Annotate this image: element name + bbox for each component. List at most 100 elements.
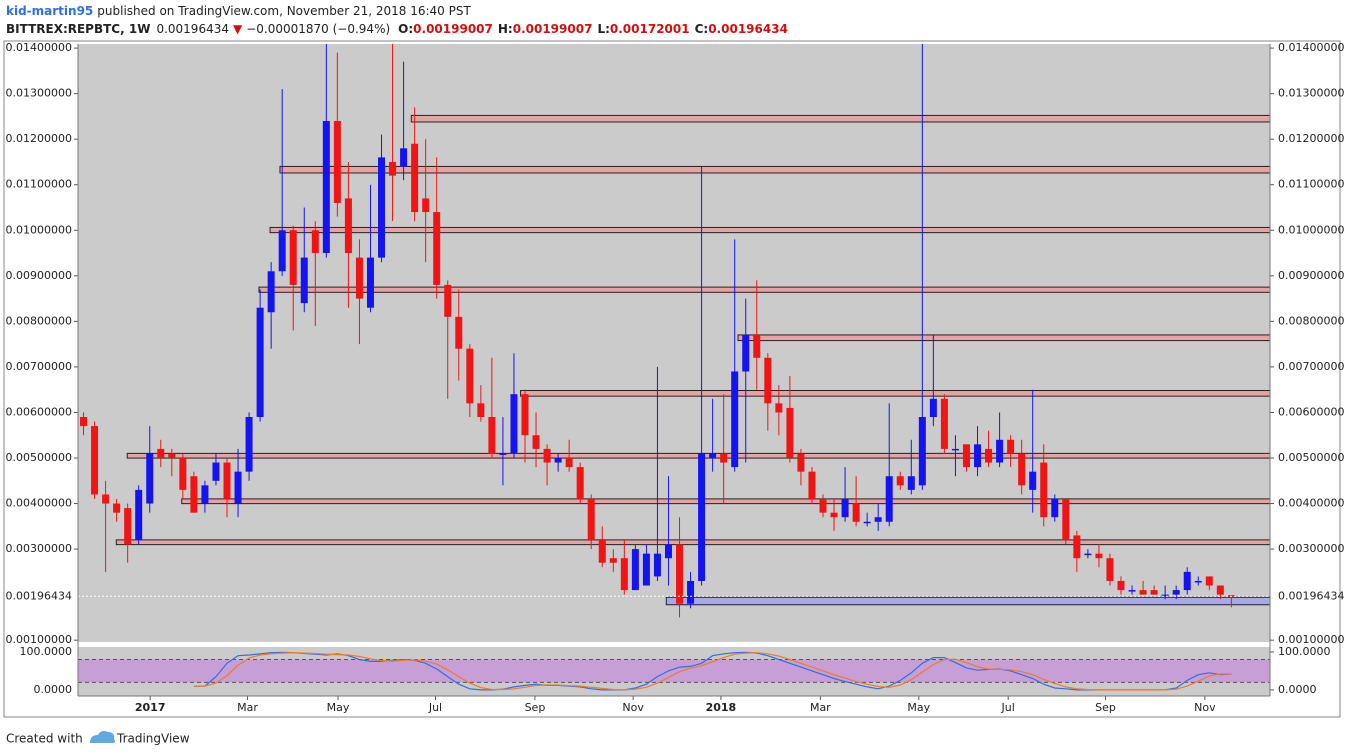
candle-body — [1172, 590, 1180, 595]
candle-body — [488, 417, 496, 454]
candle-body — [477, 403, 485, 418]
candle-body — [135, 489, 143, 540]
candle-body — [1194, 580, 1202, 583]
x-tick-label: Mar — [810, 701, 831, 714]
candle-body — [664, 544, 672, 559]
candle-body — [576, 467, 584, 499]
candle-body — [532, 435, 540, 449]
candle-body — [433, 212, 441, 285]
candle-body — [885, 476, 893, 522]
zone — [115, 539, 1270, 546]
author[interactable]: kid-martin95 — [6, 4, 93, 18]
y-tick-label: 0.00700000 — [1278, 360, 1344, 373]
candle-body — [422, 198, 430, 213]
candle-body — [1018, 453, 1026, 486]
x-tick-label: 2018 — [706, 701, 737, 714]
candle-body — [179, 458, 187, 490]
candle-body — [1095, 553, 1103, 559]
x-tick-label: 2017 — [135, 701, 166, 714]
x-tick-label: Jul — [428, 701, 442, 714]
zone — [279, 165, 1270, 174]
y-tick-label: 0.00100000 — [6, 633, 72, 646]
candle-body — [300, 257, 308, 304]
candle-body — [1216, 585, 1224, 595]
candle-body — [1139, 590, 1147, 595]
x-tick-label: Sep — [525, 701, 546, 714]
candle-body — [256, 307, 264, 418]
zone — [258, 286, 1270, 293]
candle-body — [289, 230, 297, 285]
y-tick-label: 0.00400000 — [6, 497, 72, 510]
y-tick-label: 0.01100000 — [1278, 178, 1344, 191]
candle-body — [389, 161, 397, 176]
ohlc-key: O: — [398, 22, 413, 36]
y-tick-label: 100.0000 — [1278, 645, 1331, 658]
ohlc-value: 0.00199007 — [413, 22, 493, 36]
zone — [520, 390, 1270, 397]
candle-body — [499, 453, 507, 455]
candle-body — [1084, 553, 1092, 556]
candle-body — [687, 580, 695, 604]
candle-body — [786, 407, 794, 458]
candle-body — [742, 335, 750, 372]
candle-body — [863, 521, 871, 524]
plot: 0.01400000 0.01400000 0.01300000 0.01300000… — [6, 41, 1345, 714]
symbol: BITTREX:REPBTC, 1W — [6, 22, 150, 36]
y-tick-label: 0.00800000 — [1278, 314, 1344, 327]
candle-body — [1128, 590, 1136, 592]
candle-body — [510, 394, 518, 454]
candle-body — [311, 230, 319, 254]
candle-body — [1183, 571, 1191, 591]
candle-body — [201, 485, 209, 504]
candle-body — [91, 426, 99, 495]
candle-body — [267, 271, 275, 313]
candle-body — [907, 476, 915, 490]
candle-body — [344, 198, 352, 254]
candle-body — [631, 549, 639, 591]
price-plot — [80, 44, 1270, 618]
header-line: kid-martin95 published on TradingView.com… — [6, 4, 471, 18]
x-tick-label: Sep — [1095, 701, 1116, 714]
candle-body — [223, 462, 231, 499]
candle-body — [168, 453, 176, 458]
candle-body — [996, 439, 1004, 463]
candle-body — [974, 444, 982, 468]
candle-body — [731, 371, 739, 468]
candle-body — [157, 448, 165, 458]
candle-body — [554, 458, 562, 463]
x-tick-label: May — [907, 701, 930, 714]
candle-body — [543, 448, 551, 463]
y-tick-label: 0.00100000 — [1278, 633, 1344, 646]
logo — [90, 731, 116, 743]
candle-body — [676, 544, 684, 604]
candle-body — [455, 316, 463, 349]
y-tick-label: 0.01300000 — [1278, 87, 1344, 100]
candle-body — [587, 498, 595, 540]
candle-body — [775, 403, 783, 413]
candle-body — [278, 230, 286, 272]
ohlc-value: 0.00172001 — [610, 22, 690, 36]
candle-body — [102, 494, 110, 504]
candle-body — [896, 476, 904, 486]
ohlc-key: H: — [498, 22, 513, 36]
y-tick-label: 0.00400000 — [1278, 497, 1344, 510]
y-tick-label: 0.00900000 — [6, 269, 72, 282]
candle-body — [444, 284, 452, 317]
candle-body — [808, 471, 816, 499]
candle-body — [841, 498, 849, 518]
candle-body — [951, 448, 959, 451]
frame — [3, 40, 1341, 718]
symbol-line: BITTREX:REPBTC, 1W 0.00196434 ▼ −0.00001870… — [6, 22, 788, 36]
candle-body — [1007, 439, 1015, 454]
last-price: 0.00196434 — [156, 22, 229, 36]
indicator-line — [193, 652, 1232, 691]
down-arrow: ▼ — [233, 22, 243, 36]
y-tick-label: 0.01400000 — [6, 41, 72, 54]
candle-body — [929, 398, 937, 418]
candle-body — [852, 503, 860, 522]
footer-brand[interactable]: TradingView — [116, 732, 190, 746]
y-tick-label: 0.01400000 — [1278, 41, 1344, 54]
indicator-plot — [193, 651, 1232, 691]
candle-body — [764, 357, 772, 404]
